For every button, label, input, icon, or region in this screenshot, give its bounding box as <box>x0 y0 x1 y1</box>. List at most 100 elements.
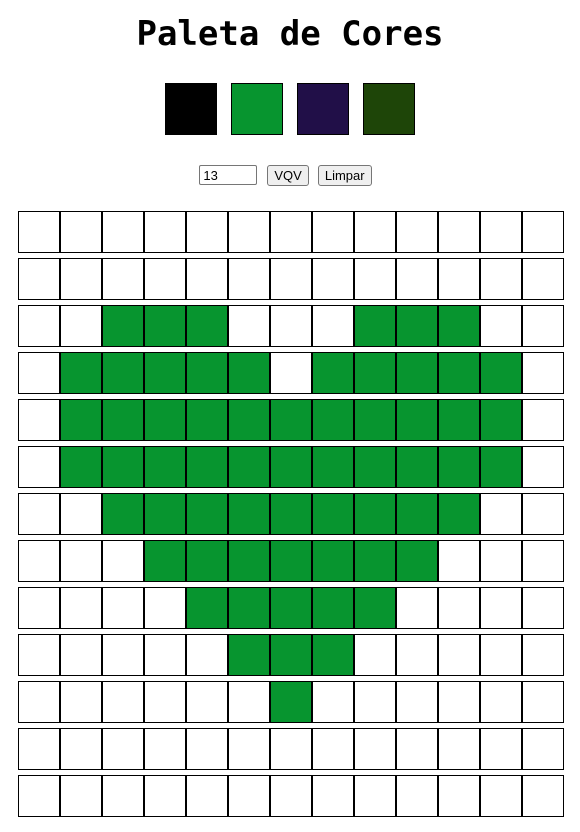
pixel-cell[interactable] <box>60 305 102 347</box>
pixel-cell[interactable] <box>396 258 438 300</box>
pixel-cell[interactable] <box>228 493 270 535</box>
pixel-cell[interactable] <box>144 681 186 723</box>
pixel-cell[interactable] <box>144 446 186 488</box>
pixel-cell[interactable] <box>186 493 228 535</box>
pixel-cell[interactable] <box>102 728 144 770</box>
pixel-cell[interactable] <box>396 728 438 770</box>
pixel-cell[interactable] <box>354 446 396 488</box>
pixel-cell[interactable] <box>522 587 564 629</box>
pixel-cell[interactable] <box>102 446 144 488</box>
pixel-cell[interactable] <box>60 634 102 676</box>
pixel-cell[interactable] <box>144 211 186 253</box>
pixel-cell[interactable] <box>60 399 102 441</box>
pixel-cell[interactable] <box>438 540 480 582</box>
pixel-cell[interactable] <box>438 775 480 817</box>
pixel-cell[interactable] <box>312 305 354 347</box>
pixel-cell[interactable] <box>60 211 102 253</box>
pixel-cell[interactable] <box>438 446 480 488</box>
pixel-cell[interactable] <box>228 352 270 394</box>
pixel-cell[interactable] <box>186 446 228 488</box>
pixel-cell[interactable] <box>312 258 354 300</box>
pixel-cell[interactable] <box>228 399 270 441</box>
pixel-cell[interactable] <box>396 446 438 488</box>
pixel-cell[interactable] <box>60 681 102 723</box>
pixel-cell[interactable] <box>354 352 396 394</box>
pixel-cell[interactable] <box>270 587 312 629</box>
pixel-cell[interactable] <box>228 211 270 253</box>
pixel-cell[interactable] <box>354 258 396 300</box>
pixel-cell[interactable] <box>522 399 564 441</box>
pixel-cell[interactable] <box>396 399 438 441</box>
pixel-cell[interactable] <box>438 352 480 394</box>
pixel-cell[interactable] <box>270 399 312 441</box>
pixel-cell[interactable] <box>186 728 228 770</box>
pixel-cell[interactable] <box>186 587 228 629</box>
pixel-cell[interactable] <box>60 728 102 770</box>
color-swatch-black[interactable] <box>165 83 217 135</box>
pixel-cell[interactable] <box>396 305 438 347</box>
pixel-cell[interactable] <box>438 493 480 535</box>
pixel-cell[interactable] <box>270 540 312 582</box>
pixel-cell[interactable] <box>354 305 396 347</box>
pixel-cell[interactable] <box>18 399 60 441</box>
pixel-cell[interactable] <box>438 634 480 676</box>
pixel-cell[interactable] <box>480 446 522 488</box>
pixel-cell[interactable] <box>522 352 564 394</box>
pixel-cell[interactable] <box>354 211 396 253</box>
pixel-cell[interactable] <box>18 587 60 629</box>
pixel-cell[interactable] <box>480 775 522 817</box>
pixel-cell[interactable] <box>480 681 522 723</box>
pixel-cell[interactable] <box>354 540 396 582</box>
pixel-cell[interactable] <box>60 352 102 394</box>
pixel-cell[interactable] <box>270 493 312 535</box>
pixel-cell[interactable] <box>480 305 522 347</box>
pixel-cell[interactable] <box>396 211 438 253</box>
pixel-cell[interactable] <box>522 728 564 770</box>
pixel-cell[interactable] <box>18 493 60 535</box>
pixel-cell[interactable] <box>522 211 564 253</box>
pixel-cell[interactable] <box>102 634 144 676</box>
pixel-cell[interactable] <box>228 728 270 770</box>
pixel-cell[interactable] <box>270 681 312 723</box>
pixel-cell[interactable] <box>18 305 60 347</box>
pixel-cell[interactable] <box>144 587 186 629</box>
pixel-cell[interactable] <box>60 446 102 488</box>
pixel-cell[interactable] <box>102 305 144 347</box>
pixel-cell[interactable] <box>438 728 480 770</box>
pixel-cell[interactable] <box>270 305 312 347</box>
pixel-cell[interactable] <box>396 634 438 676</box>
pixel-cell[interactable] <box>102 540 144 582</box>
pixel-cell[interactable] <box>480 258 522 300</box>
pixel-cell[interactable] <box>312 540 354 582</box>
color-swatch-dark-purple[interactable] <box>297 83 349 135</box>
pixel-cell[interactable] <box>354 399 396 441</box>
pixel-cell[interactable] <box>438 587 480 629</box>
pixel-cell[interactable] <box>438 681 480 723</box>
pixel-cell[interactable] <box>522 681 564 723</box>
color-swatch-green[interactable] <box>231 83 283 135</box>
pixel-cell[interactable] <box>18 211 60 253</box>
pixel-cell[interactable] <box>522 305 564 347</box>
pixel-cell[interactable] <box>186 540 228 582</box>
pixel-cell[interactable] <box>102 587 144 629</box>
pixel-cell[interactable] <box>312 446 354 488</box>
pixel-cell[interactable] <box>270 258 312 300</box>
pixel-cell[interactable] <box>60 587 102 629</box>
pixel-cell[interactable] <box>186 305 228 347</box>
pixel-cell[interactable] <box>354 681 396 723</box>
generate-board-button[interactable]: VQV <box>267 164 309 186</box>
pixel-cell[interactable] <box>312 728 354 770</box>
pixel-cell[interactable] <box>228 305 270 347</box>
pixel-cell[interactable] <box>396 352 438 394</box>
pixel-cell[interactable] <box>102 399 144 441</box>
pixel-cell[interactable] <box>312 634 354 676</box>
pixel-cell[interactable] <box>312 587 354 629</box>
pixel-cell[interactable] <box>18 258 60 300</box>
pixel-cell[interactable] <box>270 446 312 488</box>
pixel-cell[interactable] <box>354 775 396 817</box>
pixel-cell[interactable] <box>480 540 522 582</box>
pixel-cell[interactable] <box>144 399 186 441</box>
pixel-cell[interactable] <box>354 728 396 770</box>
pixel-cell[interactable] <box>312 352 354 394</box>
pixel-cell[interactable] <box>522 634 564 676</box>
